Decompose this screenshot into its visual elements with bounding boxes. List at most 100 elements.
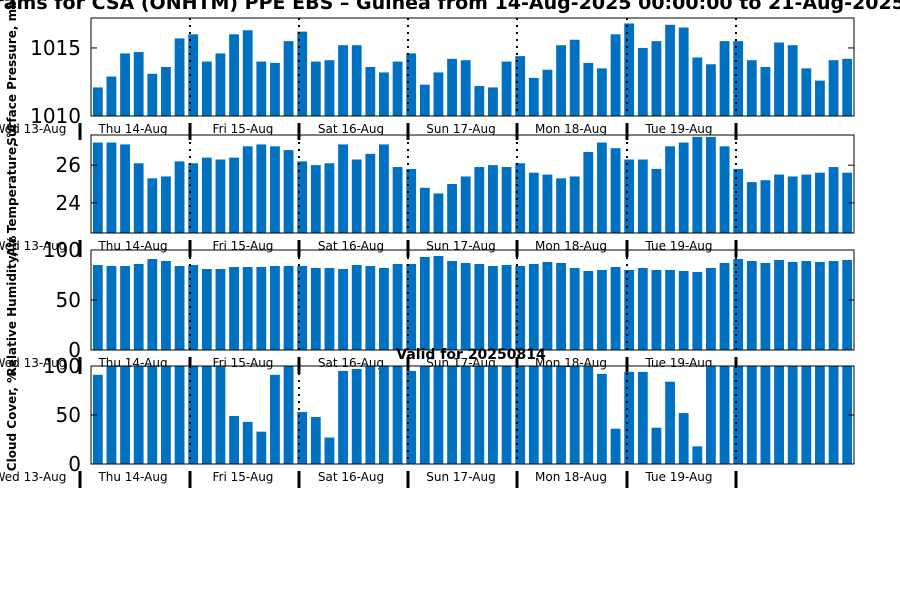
bar (746, 366, 757, 464)
bar (556, 263, 566, 350)
bar (379, 144, 389, 233)
bar (542, 262, 553, 350)
bar (406, 370, 417, 464)
bar (324, 268, 335, 350)
y-tick-label: 0 (68, 338, 81, 362)
bar (678, 271, 689, 350)
bar (324, 163, 335, 233)
bar (706, 136, 716, 233)
bar (310, 268, 321, 350)
bar (310, 165, 321, 233)
bar (692, 57, 703, 116)
bar (433, 366, 444, 464)
bar (379, 366, 389, 464)
bar (338, 370, 348, 464)
y-axis-label: Relative Humidity, % (5, 236, 19, 377)
day-label: Sat 16-Aug (318, 122, 384, 136)
bar (610, 148, 621, 233)
bar (310, 416, 321, 464)
bar (474, 366, 485, 464)
chart-title: Meteograms for CSA (ONHTM) PPE EBS – Gui… (0, 0, 900, 14)
bar (92, 142, 103, 233)
bar (610, 34, 621, 116)
day-label: Thu 14-Aug (97, 470, 167, 484)
bar (719, 263, 730, 350)
bar (488, 366, 498, 464)
day-label: Mon 18-Aug (535, 122, 607, 136)
day-label: Tue 19-Aug (644, 470, 712, 484)
bar (270, 266, 280, 350)
bar (242, 146, 253, 233)
day-label: Wed 13-Aug (0, 239, 66, 253)
bar (392, 167, 403, 233)
bar (665, 381, 675, 464)
bar (815, 172, 825, 233)
day-label: Wed 13-Aug (0, 122, 66, 136)
bar (583, 366, 594, 464)
bar (528, 172, 539, 233)
y-tick-label: 100 (43, 354, 81, 378)
bar (229, 157, 239, 233)
bar (120, 366, 130, 464)
y-axis-label: Surface Pressure, mb (5, 0, 19, 146)
bar (120, 144, 130, 233)
bar (515, 56, 526, 116)
bar (828, 366, 839, 464)
day-label: Wed 13-Aug (0, 470, 66, 484)
plot-frame (90, 134, 855, 234)
bar (365, 153, 376, 233)
bar (174, 161, 185, 233)
day-label: Tue 19-Aug (644, 239, 712, 253)
day-label: Tue 19-Aug (644, 356, 712, 370)
bar (760, 67, 771, 116)
bar (474, 167, 485, 233)
bar (406, 53, 417, 116)
bar (651, 168, 662, 233)
bar (106, 266, 117, 350)
bar (406, 264, 417, 350)
bar (419, 257, 430, 350)
bar (297, 266, 308, 350)
bar (801, 174, 812, 233)
bar (201, 269, 212, 350)
bar (188, 366, 199, 464)
bar (419, 84, 430, 116)
bar (746, 261, 757, 350)
bar (842, 58, 853, 116)
y-tick-label: 1010 (30, 104, 81, 128)
bar (501, 167, 512, 233)
bar (556, 366, 566, 464)
bar (324, 60, 335, 116)
bar (133, 52, 144, 116)
bar (433, 72, 444, 116)
bar (637, 268, 648, 350)
bar (133, 366, 144, 464)
bar (256, 267, 267, 350)
bar (201, 157, 212, 233)
bar (338, 144, 348, 233)
bar (338, 45, 348, 116)
bar (283, 150, 294, 233)
bar (651, 270, 662, 350)
bar (365, 67, 376, 116)
bar (174, 266, 185, 350)
day-label: Sat 16-Aug (318, 239, 384, 253)
bar (161, 176, 171, 233)
bar (706, 366, 716, 464)
bar (624, 159, 635, 233)
y-tick-label: 1015 (30, 36, 81, 60)
bar (556, 45, 566, 116)
bar (351, 159, 362, 233)
bar (842, 366, 853, 464)
bar (787, 366, 798, 464)
bar (787, 262, 798, 350)
bar (379, 268, 389, 350)
bar (201, 61, 212, 116)
bar (665, 270, 675, 350)
bar (760, 366, 771, 464)
bar (201, 366, 212, 464)
panel-title: Valid for 20250814 (396, 347, 546, 363)
bar (270, 62, 280, 116)
bar (815, 262, 825, 350)
day-label: Fri 15-Aug (213, 239, 274, 253)
